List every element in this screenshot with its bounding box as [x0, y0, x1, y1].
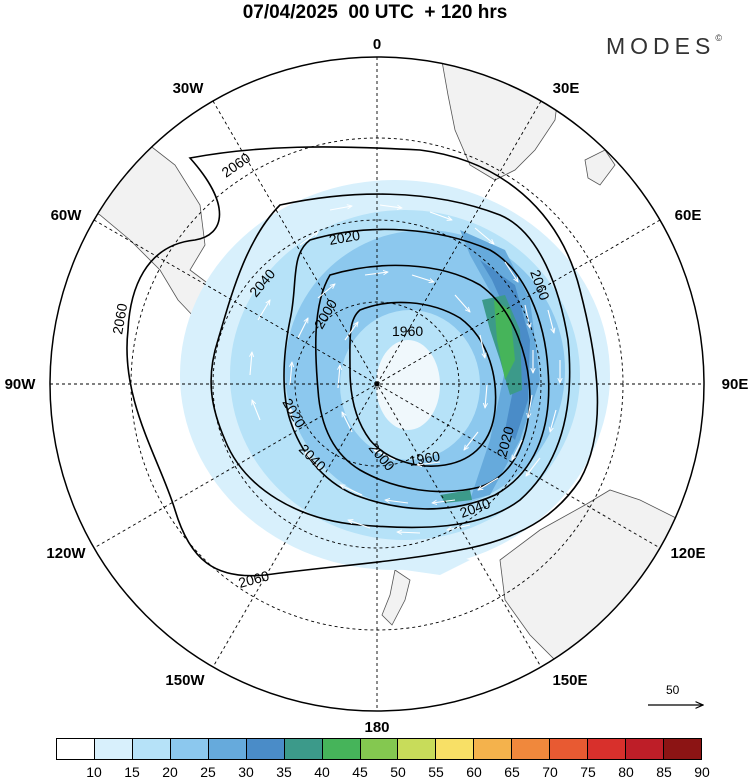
lon-label-0: 0	[373, 36, 381, 53]
colorbar-swatch	[512, 739, 551, 759]
contour-label: 1960	[408, 448, 442, 469]
lon-label-120e: 120E	[670, 545, 705, 562]
lon-label-120w: 120W	[46, 545, 86, 562]
contour-2060	[126, 146, 599, 577]
brand-logo: MODES©	[606, 33, 722, 60]
land-madagascar	[584, 149, 616, 186]
contour-label: 2020	[328, 227, 362, 248]
colorbar-tick-label: 15	[124, 764, 140, 780]
colorbar-swatch	[208, 739, 247, 759]
colorbar-tick-label: 85	[656, 764, 672, 780]
brand-text: MODES	[606, 33, 716, 59]
wind-vectors	[250, 205, 560, 533]
colorbar-swatch	[664, 739, 701, 759]
lon-label-180: 180	[364, 719, 389, 736]
colorbar-tick-label: 10	[86, 764, 102, 780]
colorbar-swatch	[436, 739, 475, 759]
colorbar-swatch	[94, 739, 133, 759]
colorbar-swatch	[322, 739, 361, 759]
colorbar-tick-label: 90	[694, 764, 710, 780]
colorbar-tick-label: 35	[276, 764, 292, 780]
contour-label: 2060	[109, 302, 130, 336]
colorbar-labels: 10 15 20 25 30 35 40 45 50 55 60 65 70 75 80 85 90	[56, 764, 710, 782]
colorbar-tick-label: 55	[428, 764, 444, 780]
colorbar-swatch	[360, 739, 399, 759]
contour-label: 2060	[237, 567, 271, 591]
lon-label-90e: 90E	[722, 376, 749, 393]
wind-shading	[180, 180, 610, 575]
colorbar-tick-label: 75	[580, 764, 596, 780]
contour-1960	[349, 301, 497, 467]
lon-label-30w: 30W	[173, 80, 205, 97]
colorbar-tick-label: 70	[542, 764, 558, 780]
contour-label: 1960	[392, 323, 423, 339]
map-title: 07/04/2025 00 UTC + 120 hrs	[242, 2, 508, 23]
contour-2040	[210, 193, 571, 529]
lon-label-150w: 150W	[165, 672, 205, 689]
lon-label-90w: 90W	[5, 376, 37, 393]
colorbar-tick-label: 50	[390, 764, 406, 780]
colorbar-swatch	[550, 739, 589, 759]
copyright-mark: ©	[715, 33, 722, 43]
colorbar-tick-label: 80	[618, 764, 634, 780]
colorbar-swatch	[132, 739, 171, 759]
colorbar-tick-label: 20	[162, 764, 178, 780]
colorbar-tick-label: 65	[504, 764, 520, 780]
lon-label-30e: 30E	[553, 80, 580, 97]
colorbar-swatch	[398, 739, 437, 759]
map-disk	[50, 57, 704, 711]
colorbar-tick-label: 45	[352, 764, 368, 780]
south-pole-marker	[374, 381, 380, 387]
colorbar-tick-label: 30	[238, 764, 254, 780]
contour-label: 2020	[493, 424, 517, 458]
lon-label-60w: 60W	[51, 207, 83, 224]
reference-vector-label: 50	[666, 683, 680, 697]
colorbar-swatch	[626, 739, 664, 759]
colorbar-tick-label: 25	[200, 764, 216, 780]
colorbar-swatch	[57, 739, 95, 759]
colorbar-tick-label: 40	[314, 764, 330, 780]
colorbar-swatch	[588, 739, 627, 759]
contour-2020	[283, 228, 550, 510]
lon-label-150e: 150E	[552, 672, 587, 689]
contour-2000	[314, 264, 531, 493]
colorbar-swatch	[474, 739, 513, 759]
lon-label-60e: 60E	[675, 207, 702, 224]
colorbar	[56, 738, 702, 760]
colorbar-tick-label: 60	[466, 764, 482, 780]
colorbar-swatch	[170, 739, 209, 759]
colorbar-swatch	[284, 739, 323, 759]
height-contours	[126, 146, 599, 577]
colorbar-swatch	[246, 739, 285, 759]
land-new-zealand	[381, 569, 411, 626]
longitude-labels: 0 30E 60E 90E 120E 150E 180 150W 120W 90…	[5, 36, 749, 736]
map-boundary	[49, 56, 705, 712]
